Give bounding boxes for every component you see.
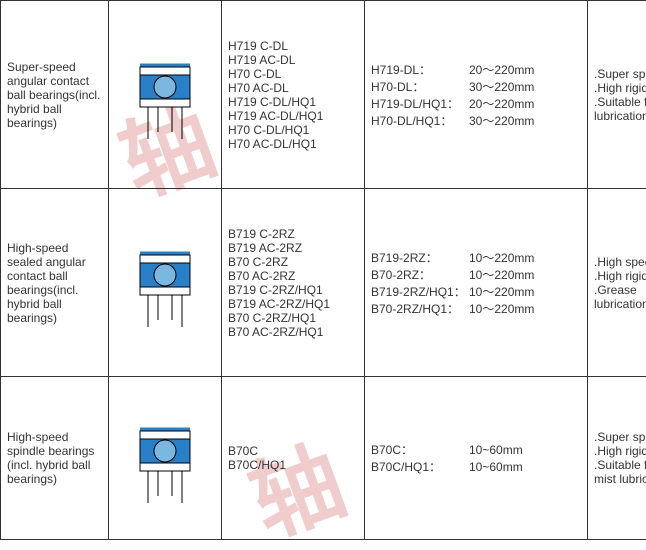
bearing-features: .Super speed.High rigidity.Suitable for … xyxy=(588,1,646,189)
bearing-icon xyxy=(109,377,222,540)
bearing-icon xyxy=(109,1,222,189)
bearing-name: High-speed spindle bearings (incl. hybri… xyxy=(1,377,109,540)
bearing-sizes: B70C：10~60mmB70C/HQ1：10~60mm xyxy=(365,377,588,540)
bearing-sizes: B719-2RZ：10～220mmB70-2RZ：10～220mmB719-2R… xyxy=(365,189,588,377)
bearing-name: Super-speed angular contact ball bearing… xyxy=(1,1,109,189)
bearing-codes: B719 C-2RZB719 AC-2RZB70 C-2RZB70 AC-2RZ… xyxy=(222,189,365,377)
bearing-codes: H719 C-DLH719 AC-DLH70 C-DLH70 AC-DLH719… xyxy=(222,1,365,189)
bearing-features: .Super speed.High rigidity.Suitable for … xyxy=(588,377,646,540)
bearing-sizes: H719-DL：20～220mmH70-DL：30～220mmH719-DL/H… xyxy=(365,1,588,189)
bearing-table: Super-speed angular contact ball bearing… xyxy=(0,0,646,540)
bearing-icon xyxy=(109,189,222,377)
bearing-features: .High speed.High rigidity.Grease lubrica… xyxy=(588,189,646,377)
bearing-name: High-speed sealed angular contact ball b… xyxy=(1,189,109,377)
bearing-codes: B70CB70C/HQ1 xyxy=(222,377,365,540)
